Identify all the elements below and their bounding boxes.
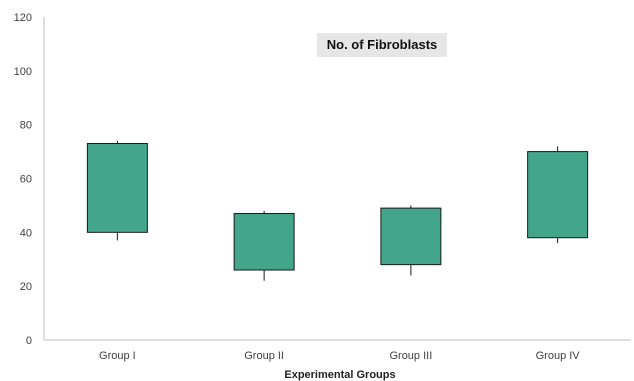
y-tick-label: 20 <box>20 281 32 293</box>
y-tick-label: 40 <box>20 227 32 239</box>
box-group-iv <box>527 151 589 239</box>
box-series <box>86 140 589 281</box>
y-axis-ticks: 0 20 40 60 80 100 120 <box>14 12 32 347</box>
y-tick-label: 80 <box>20 120 32 132</box>
box-group-iii <box>380 207 442 266</box>
y-tick-label: 0 <box>26 335 32 347</box>
chart-title-background <box>317 33 447 57</box>
box-group-ii <box>233 212 295 271</box>
x-tick-label: Group I <box>99 350 136 362</box>
x-axis-tick-labels: Group I Group II Group III Group IV <box>99 350 580 362</box>
x-tick-label: Group III <box>389 350 432 362</box>
chart-title: No. of Fibroblasts <box>327 37 438 52</box>
x-tick-label: Group IV <box>536 350 581 362</box>
x-axis-title: Experimental Groups <box>284 369 395 381</box>
x-tick-label: Group II <box>244 350 284 362</box>
y-tick-label: 60 <box>20 174 32 186</box>
y-tick-label: 100 <box>14 66 32 78</box>
y-tick-label: 120 <box>14 12 32 24</box>
box-group-i <box>86 143 148 233</box>
